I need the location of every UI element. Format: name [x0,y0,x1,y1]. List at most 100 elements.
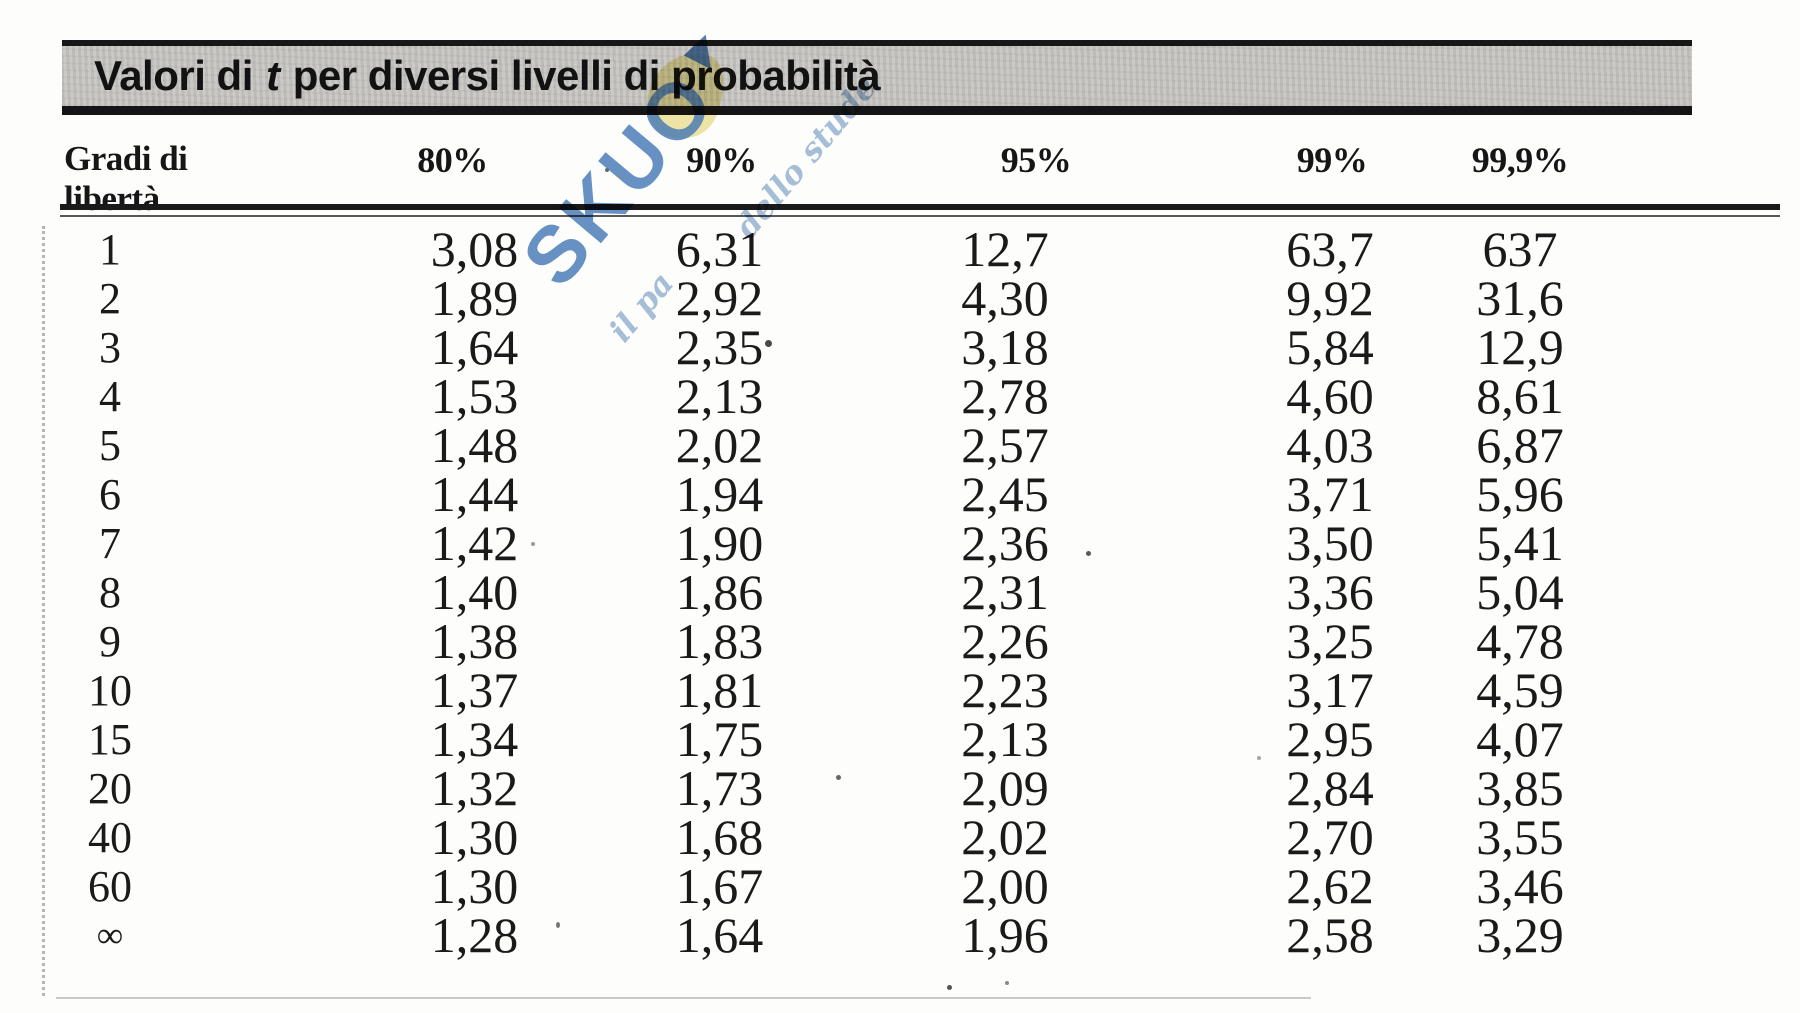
t-value-95-cell: 2,00 [961,858,1049,914]
row-pad-cell [1614,666,1780,715]
t-value-99-9-cell: 31,6 [1476,270,1564,326]
t-value-95-cell: 2,23 [961,662,1049,718]
t-value-90-cell: 1,67 [675,858,764,914]
t-value-95-cell: 2,31 [961,564,1049,620]
row-pad-cell [1614,568,1780,617]
t-value-80-cell: 1,40 [430,564,519,620]
t-value-90-cell: 1,64 [675,907,764,963]
t-value-99-9-cell: 3,29 [1476,907,1564,963]
degrees-of-freedom-cell: 4 [99,372,121,421]
degrees-of-freedom-cell: 20 [88,764,132,813]
t-value-99-9-cell: 8,61 [1476,368,1564,424]
degrees-of-freedom-cell: 5 [99,421,121,470]
t-value-99-9-cell: 12,9 [1476,319,1564,375]
scan-speck [836,775,841,780]
t-value-90-cell: 2,02 [675,417,764,473]
degrees-of-freedom-cell: 2 [99,274,121,323]
degrees-of-freedom-cell: 1 [99,225,121,274]
t-value-95-cell: 1,96 [961,907,1049,963]
degrees-of-freedom-cell: 6 [99,470,121,519]
t-value-99-cell: 2,95 [1286,711,1374,767]
page-title: Valori di t per diversi livelli di proba… [94,52,881,100]
t-value-99-9-cell: 637 [1482,221,1558,277]
row-pad-cell [1614,911,1780,960]
t-value-99-cell: 3,50 [1286,515,1374,571]
t-value-80-cell: 1,28 [430,907,519,963]
t-value-80-cell: 1,44 [430,466,519,522]
t-value-99-9-cell: 5,41 [1476,515,1564,571]
table-row: 10 1,37 1,81 2,23 3,17 4,59 [60,662,1780,718]
t-value-90-cell: 1,81 [675,662,764,718]
row-pad-cell [1614,617,1780,666]
scan-speck [605,168,609,172]
t-value-99-9-cell: 5,96 [1476,466,1564,522]
row-pad-cell [1614,862,1780,911]
t-value-99-9-cell: 4,59 [1476,662,1564,718]
row-pad-cell [1614,764,1780,813]
bottom-faint-rule [56,997,1311,999]
t-value-99-cell: 4,60 [1286,368,1374,424]
t-value-90-cell: 1,86 [675,564,764,620]
t-value-90-cell: 1,83 [675,613,764,669]
degrees-of-freedom-cell: ∞ [97,915,123,955]
t-value-95-cell: 2,36 [961,515,1049,571]
t-value-95-cell: 2,26 [961,613,1049,669]
scan-speck [618,175,621,178]
t-value-80-cell: 1,89 [430,270,519,326]
table-row: 4 1,53 2,13 2,78 4,60 8,61 [60,368,1780,424]
title-t-symbol: t [266,52,280,99]
table-row: ∞ 1,28 1,64 1,96 2,58 3,29 [60,907,1780,963]
t-value-90-cell: 2,13 [675,368,764,424]
table-title-bar: Valori di t per diversi livelli di proba… [62,46,1692,115]
table-row: 40 1,30 1,68 2,02 2,70 3,55 [60,809,1780,865]
table-row: 20 1,32 1,73 2,09 2,84 3,85 [60,760,1780,816]
column-header-99-9: 99,9% [1471,140,1569,180]
table-body: 1 3,08 6,31 12,7 63,7 637 2 1,89 2,92 4,… [60,221,1780,963]
t-value-80-cell: 1,64 [430,319,519,375]
t-value-90-cell: 2,35 [675,319,764,375]
t-value-99-9-cell: 4,07 [1476,711,1564,767]
t-value-99-9-cell: 3,55 [1476,809,1564,865]
t-value-99-9-cell: 4,78 [1476,613,1564,669]
t-value-99-cell: 5,84 [1286,319,1374,375]
table-row: 15 1,34 1,75 2,13 2,95 4,07 [60,711,1780,767]
t-value-80-cell: 1,30 [430,809,519,865]
degrees-of-freedom-cell: 8 [99,568,121,617]
table-row: 7 1,42 1,90 2,36 3,50 5,41 [60,515,1780,571]
row-pad-cell [1614,372,1780,421]
table-row: 8 1,40 1,86 2,31 3,36 5,04 [60,564,1780,620]
table-row: 60 1,30 1,67 2,00 2,62 3,46 [60,858,1780,914]
t-value-99-cell: 2,62 [1286,858,1374,914]
scan-speck [1086,551,1091,556]
row-pad-cell [1614,274,1780,323]
table-row: 2 1,89 2,92 4,30 9,92 31,6 [60,270,1780,326]
row-pad-cell [1614,470,1780,519]
t-value-80-cell: 1,34 [430,711,519,767]
t-value-99-cell: 9,92 [1286,270,1374,326]
t-value-99-cell: 63,7 [1286,221,1374,277]
header-separator-double-rule [60,204,1780,217]
t-value-99-9-cell: 3,46 [1476,858,1564,914]
t-value-80-cell: 1,42 [430,515,519,571]
t-value-95-cell: 2,78 [961,368,1049,424]
t-value-80-cell: 1,32 [430,760,519,816]
table-row: 1 3,08 6,31 12,7 63,7 637 [60,221,1780,277]
scan-speck [556,922,560,928]
degrees-of-freedom-cell: 40 [88,813,132,862]
row-pad-cell [1614,715,1780,764]
row-pad-cell [1614,323,1780,372]
scan-speck [531,542,535,546]
degrees-of-freedom-cell: 60 [88,862,132,911]
t-value-99-cell: 3,17 [1286,662,1374,718]
left-dotted-scan-edge [42,226,45,996]
t-value-90-cell: 1,75 [675,711,764,767]
t-value-95-cell: 2,45 [961,466,1049,522]
row-pad-cell [1614,519,1780,568]
table-row: 3 1,64 2,35 3,18 5,84 12,9 [60,319,1780,375]
t-value-99-cell: 4,03 [1286,417,1374,473]
t-value-80-cell: 1,53 [430,368,519,424]
t-value-90-cell: 2,92 [675,270,764,326]
degrees-of-freedom-cell: 9 [99,617,121,666]
t-value-80-cell: 1,48 [430,417,519,473]
t-value-99-cell: 3,25 [1286,613,1374,669]
